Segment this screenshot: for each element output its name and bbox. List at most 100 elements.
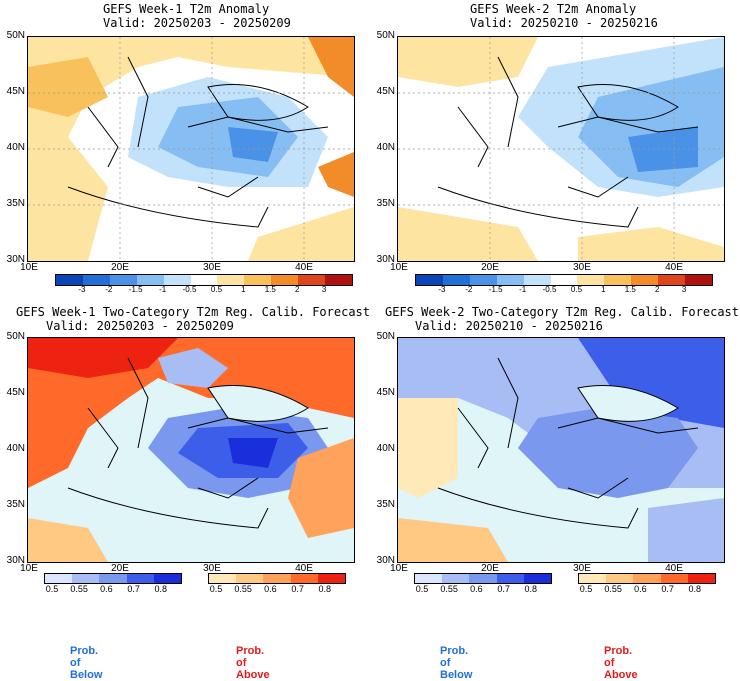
colorbar-tick-label: 0.5	[209, 584, 223, 594]
prob-of-below-label: Prob. of Below	[440, 645, 473, 681]
colorbar-tick-label: 0.7	[291, 584, 304, 594]
colorbar-tick-label: 1	[241, 285, 246, 294]
lat-label: 50N	[6, 30, 25, 41]
colorbar-swatch	[56, 275, 83, 285]
colorbar-tick-label: 0.5	[570, 285, 583, 294]
panel-title: GEFS Week-2 Two-Category T2m Reg. Calib.…	[385, 305, 740, 319]
colorbar-tick-label: 0.7	[661, 584, 674, 594]
colorbar-tick-label: 0.55	[440, 584, 458, 594]
colorbar-swatch	[523, 574, 552, 583]
colorbar-swatch	[209, 574, 237, 583]
map-week1-anomaly	[27, 36, 355, 262]
colorbar-swatch	[496, 275, 524, 285]
anomaly-colorbar	[415, 274, 713, 286]
above-colorbar	[208, 573, 346, 584]
lon-label: 20E	[111, 262, 129, 273]
colorbar-swatch	[658, 275, 686, 285]
lat-label: 50N	[376, 331, 395, 342]
anomaly-field	[28, 37, 354, 261]
colorbar-swatch	[72, 574, 100, 583]
lat-label: 35N	[376, 499, 395, 510]
colorbar-swatch	[442, 574, 470, 583]
prob-of-below-label: Prob. of Below	[70, 645, 103, 681]
lon-label: 10E	[390, 563, 408, 574]
prob-of-above-label: Prob. of Above	[604, 645, 638, 681]
colorbar-swatch	[469, 574, 497, 583]
above-colorbar	[578, 573, 716, 584]
colorbar-swatch	[290, 574, 318, 583]
colorbar-tick-label: -0.5	[542, 285, 557, 294]
lon-label: 10E	[390, 262, 408, 273]
panel-valid-dates: Valid: 20250210 - 20250216	[415, 319, 603, 333]
lon-label: 40E	[665, 262, 683, 273]
panel-title: GEFS Week-1 Two-Category T2m Reg. Calib.…	[16, 305, 371, 319]
colorbar-swatch	[685, 275, 712, 285]
colorbar-swatch	[317, 574, 346, 583]
probability-field	[398, 338, 724, 562]
lon-label: 40E	[665, 563, 683, 574]
colorbar-tick-label: 0.7	[497, 584, 510, 594]
lat-label: 50N	[376, 30, 395, 41]
colorbar-swatch	[660, 574, 688, 583]
lon-label: 30E	[573, 563, 591, 574]
colorbar-tick-label: -0.5	[182, 285, 197, 294]
colorbar-swatch	[577, 275, 605, 285]
colorbar-swatch	[633, 574, 661, 583]
colorbar-swatch	[190, 275, 218, 285]
colorbar-swatch	[271, 275, 299, 285]
lon-label: 20E	[111, 563, 129, 574]
lat-label: 35N	[376, 198, 395, 209]
lat-label: 30N	[6, 254, 25, 265]
colorbar-swatch	[496, 574, 524, 583]
map-week1-probability	[27, 337, 355, 563]
colorbar-tick-label: 0.7	[127, 584, 140, 594]
probability-field	[28, 338, 354, 562]
map-week2-probability	[397, 337, 725, 563]
colorbar-swatch	[136, 275, 164, 285]
anomaly-colorbar	[55, 274, 353, 286]
lon-label: 10E	[20, 262, 38, 273]
lat-label: 45N	[6, 86, 25, 97]
lat-label: 45N	[376, 86, 395, 97]
colorbar-swatch	[687, 574, 716, 583]
colorbar-swatch	[442, 275, 470, 285]
lon-label: 30E	[203, 262, 221, 273]
colorbar-swatch	[263, 574, 291, 583]
colorbar-tick-label: -1.5	[488, 285, 503, 294]
lat-label: 40N	[6, 443, 25, 454]
lon-label: 10E	[20, 563, 38, 574]
colorbar-tick-label: 0.8	[318, 584, 332, 594]
colorbar-tick-label: -1	[519, 285, 527, 294]
colorbar-swatch	[415, 574, 443, 583]
colorbar-tick-label: 0.6	[264, 584, 277, 594]
colorbar-swatch	[109, 275, 137, 285]
lat-label: 45N	[376, 387, 395, 398]
colorbar-tick-label: 1.5	[624, 285, 636, 294]
colorbar-tick-label: -3	[438, 285, 446, 294]
colorbar-swatch	[606, 574, 634, 583]
lat-label: 40N	[376, 443, 395, 454]
lat-label: 35N	[6, 499, 25, 510]
colorbar-tick-label: 0.5	[415, 584, 429, 594]
panel-valid-dates: Valid: 20250203 - 20250209	[103, 16, 291, 30]
colorbar-tick-label: -3	[78, 285, 86, 294]
lat-label: 50N	[6, 331, 25, 342]
below-colorbar	[44, 573, 182, 584]
colorbar-tick-label: 0.6	[470, 584, 483, 594]
colorbar-swatch	[579, 574, 607, 583]
colorbar-tick-label: -2	[465, 285, 473, 294]
colorbar-swatch	[244, 275, 272, 285]
colorbar-swatch	[298, 275, 326, 285]
colorbar-swatch	[126, 574, 154, 583]
lat-label: 30N	[6, 555, 25, 566]
colorbar-tick-label: 3	[681, 285, 687, 294]
lon-label: 20E	[481, 262, 499, 273]
lat-label: 30N	[376, 254, 395, 265]
colorbar-tick-label: 0.55	[234, 584, 252, 594]
colorbar-swatch	[236, 574, 264, 583]
colorbar-tick-label: -1	[159, 285, 167, 294]
colorbar-swatch	[604, 275, 632, 285]
prob-of-above-label: Prob. of Above	[236, 645, 270, 681]
colorbar-tick-label: 2	[654, 285, 660, 294]
colorbar-tick-label: -2	[105, 285, 113, 294]
